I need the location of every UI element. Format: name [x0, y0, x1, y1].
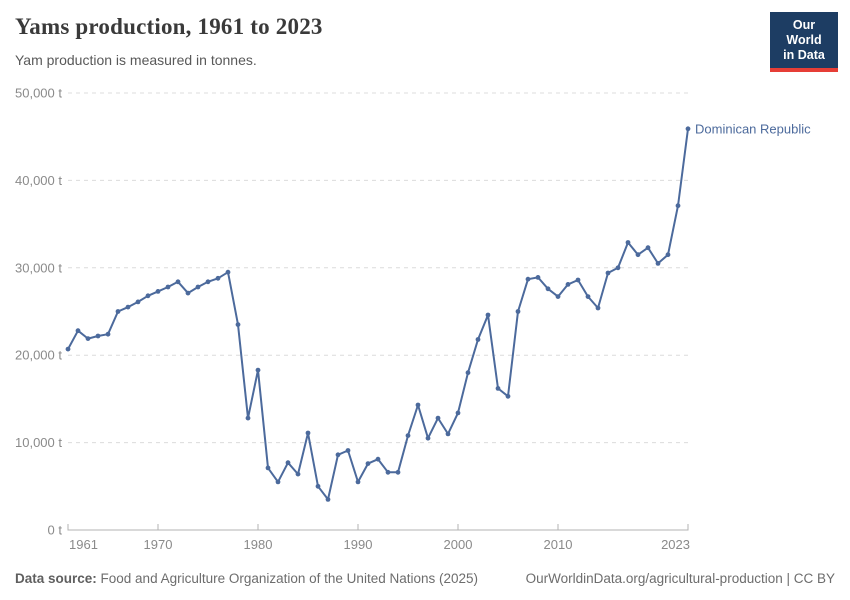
x-axis-tick-label: 1961	[69, 537, 98, 552]
data-point[interactable]	[425, 435, 431, 441]
data-point[interactable]	[315, 483, 321, 489]
data-point[interactable]	[85, 336, 91, 341]
series-line	[67, 127, 689, 501]
owid-logo-line2: in Data	[783, 48, 825, 62]
y-axis-tick-label: 10,000 t	[15, 435, 62, 450]
data-point[interactable]	[625, 240, 631, 245]
data-point[interactable]	[205, 279, 211, 285]
data-point[interactable]	[305, 430, 311, 436]
data-point[interactable]	[95, 333, 101, 339]
data-point[interactable]	[615, 265, 621, 271]
data-point[interactable]	[65, 346, 71, 352]
x-axis-tick-label: 2000	[444, 537, 473, 552]
data-point[interactable]	[75, 328, 81, 334]
data-point[interactable]	[195, 284, 201, 290]
series-label[interactable]: Dominican Republic	[695, 121, 811, 136]
data-point[interactable]	[645, 245, 651, 251]
data-point[interactable]	[495, 386, 501, 391]
x-axis-tick-label: 1990	[344, 537, 373, 552]
owid-logo-line1: Our World	[786, 18, 822, 47]
data-point[interactable]	[285, 460, 291, 466]
owid-logo: Our World in Data	[770, 12, 838, 72]
data-point[interactable]	[115, 309, 121, 314]
data-point[interactable]	[215, 275, 221, 281]
y-axis-tick-label: 30,000 t	[15, 260, 62, 275]
y-axis-tick-label: 20,000 t	[15, 348, 62, 363]
y-axis-tick-label: 50,000 t	[15, 86, 62, 101]
data-point[interactable]	[405, 433, 411, 438]
data-point[interactable]	[135, 299, 141, 305]
data-point[interactable]	[605, 270, 611, 276]
data-point[interactable]	[225, 269, 231, 275]
data-point[interactable]	[105, 331, 111, 337]
data-point[interactable]	[455, 410, 461, 416]
data-point[interactable]	[325, 497, 331, 502]
data-point[interactable]	[185, 290, 191, 296]
data-point[interactable]	[245, 415, 251, 421]
data-point[interactable]	[255, 367, 261, 373]
data-point[interactable]	[385, 469, 391, 475]
data-point[interactable]	[145, 293, 151, 299]
data-point[interactable]	[505, 393, 511, 399]
data-source-label: Data source:	[15, 571, 97, 586]
data-point[interactable]	[565, 282, 571, 287]
data-point[interactable]	[395, 469, 401, 475]
chart-subtitle: Yam production is measured in tonnes.	[15, 52, 257, 68]
data-point[interactable]	[125, 304, 131, 310]
data-point[interactable]	[235, 322, 241, 327]
data-point[interactable]	[475, 337, 481, 342]
data-point[interactable]	[435, 415, 441, 421]
data-point[interactable]	[335, 452, 341, 458]
data-point[interactable]	[665, 252, 671, 258]
data-point[interactable]	[275, 479, 281, 485]
data-point[interactable]	[445, 431, 451, 437]
data-point[interactable]	[585, 294, 591, 299]
data-point[interactable]	[165, 284, 171, 290]
data-point[interactable]	[685, 126, 691, 132]
data-point[interactable]	[355, 479, 361, 485]
x-axis-tick-label: 1980	[244, 537, 273, 552]
x-axis-tick-label: 2010	[544, 537, 573, 552]
data-point[interactable]	[635, 252, 641, 258]
data-point[interactable]	[555, 294, 561, 299]
data-point[interactable]	[595, 305, 601, 311]
data-source-note: Data source: Food and Agriculture Organi…	[15, 571, 478, 586]
data-point[interactable]	[545, 286, 551, 292]
data-point[interactable]	[345, 448, 351, 453]
y-axis-tick-label: 0 t	[48, 523, 63, 538]
data-point[interactable]	[375, 456, 381, 462]
x-axis-tick-label: 2023	[661, 537, 690, 552]
data-point[interactable]	[295, 471, 301, 477]
data-point[interactable]	[675, 203, 681, 209]
data-point[interactable]	[535, 275, 541, 280]
data-point[interactable]	[515, 309, 521, 314]
data-source-text: Food and Agriculture Organization of the…	[96, 571, 479, 586]
page-title: Yams production, 1961 to 2023	[15, 14, 323, 39]
data-point[interactable]	[365, 461, 371, 466]
y-axis-tick-label: 40,000 t	[15, 173, 62, 188]
footer-attribution: OurWorldinData.org/agricultural-producti…	[525, 571, 835, 586]
data-point[interactable]	[485, 312, 491, 318]
x-axis-tick-label: 1970	[144, 537, 173, 552]
data-point[interactable]	[265, 465, 271, 471]
data-point[interactable]	[575, 277, 581, 283]
data-point[interactable]	[525, 276, 531, 282]
chart-footer: Data source: Food and Agriculture Organi…	[15, 571, 835, 586]
data-point[interactable]	[655, 261, 661, 266]
data-point[interactable]	[465, 370, 471, 376]
data-point[interactable]	[415, 402, 421, 408]
data-point[interactable]	[175, 279, 181, 285]
data-point[interactable]	[155, 289, 161, 294]
